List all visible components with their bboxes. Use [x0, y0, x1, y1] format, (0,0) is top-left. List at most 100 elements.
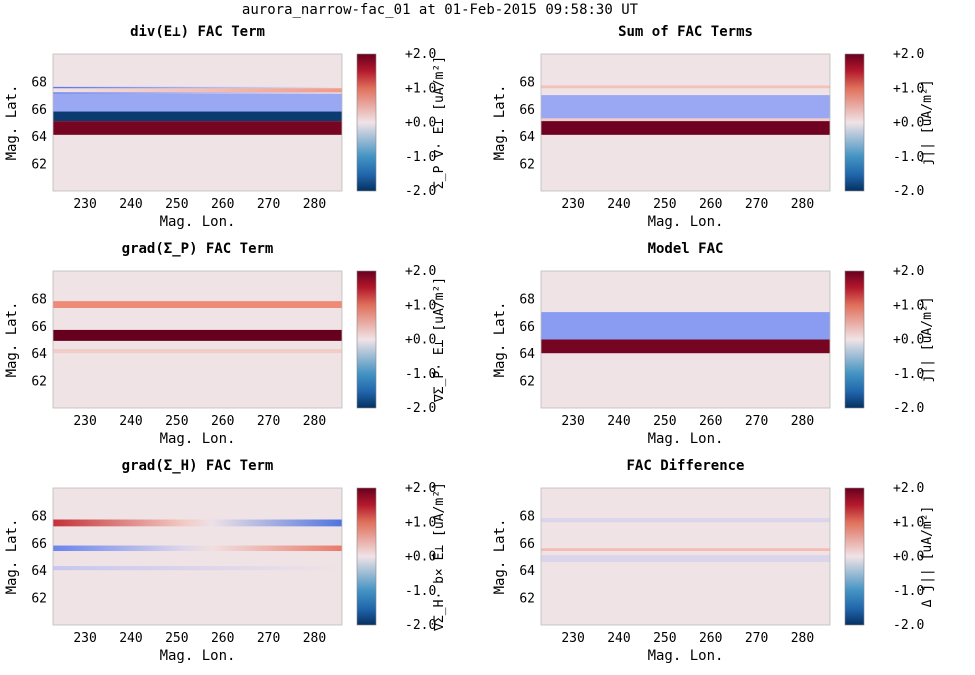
- y-tick-label: 66: [519, 320, 535, 335]
- panel-title: Model FAC: [648, 241, 724, 257]
- y-axis-label: Mag. Lat.: [4, 302, 20, 378]
- y-tick-label: 68: [31, 509, 47, 524]
- heatmap-band: [53, 329, 342, 341]
- colorbar-tick-label: +2.0: [405, 481, 436, 496]
- x-tick-label: 230: [73, 197, 96, 212]
- plot-frame: [52, 270, 343, 409]
- heatmap-band: [541, 312, 830, 340]
- heatmap-band: [541, 118, 830, 122]
- x-tick-label: 260: [699, 631, 722, 646]
- colorbar: [844, 487, 865, 626]
- colorbar-tick-label: +1.0: [893, 298, 924, 313]
- x-tick-label: 260: [211, 197, 234, 212]
- colorbar: [356, 270, 377, 409]
- x-axis-label: Mag. Lon.: [648, 431, 724, 447]
- heatmap-background: [53, 488, 342, 625]
- colorbar-tick-label: -1.0: [405, 150, 436, 165]
- y-axis-label: Mag. Lat.: [4, 519, 20, 595]
- x-tick-label: 230: [73, 414, 96, 429]
- x-tick-label: 250: [653, 414, 676, 429]
- x-tick-label: 270: [257, 631, 280, 646]
- x-tick-label: 240: [119, 631, 142, 646]
- colorbar-tick-label: -2.0: [405, 401, 436, 416]
- colorbar: [356, 53, 377, 192]
- y-tick-label: 62: [31, 375, 47, 390]
- colorbar-tick-label: +1.0: [893, 81, 924, 96]
- colorbar-tick-label: -1.0: [405, 584, 436, 599]
- colorbar-tick-label: +2.0: [405, 264, 436, 279]
- colorbar-tick-label: +0.0: [405, 550, 436, 565]
- x-tick-label: 260: [211, 631, 234, 646]
- y-tick-label: 62: [31, 158, 47, 173]
- x-tick-label: 270: [745, 631, 768, 646]
- colorbar-tick-label: +0.0: [405, 333, 436, 348]
- x-tick-label: 230: [561, 631, 584, 646]
- x-tick-label: 270: [745, 414, 768, 429]
- x-tick-label: 280: [791, 197, 814, 212]
- colorbar-tick-label: -2.0: [893, 401, 924, 416]
- chart-panel-2: Sum of FAC Terms 230 240 250 260 270 280 62 64 66…: [492, 24, 935, 230]
- heatmap-band: [53, 519, 342, 527]
- colorbar: [844, 270, 865, 409]
- y-tick-label: 62: [519, 375, 535, 390]
- chart-panel-5: grad(Σ_H) FAC Term 230 240 250 260 270 280 62 64…: [4, 458, 447, 664]
- heatmap-band: [53, 121, 342, 135]
- y-tick-label: 66: [519, 537, 535, 552]
- colorbar-tick-label: +2.0: [405, 47, 436, 62]
- x-tick-label: 240: [119, 197, 142, 212]
- colorbar-tick-label: -1.0: [893, 584, 924, 599]
- y-axis-label: Mag. Lat.: [492, 302, 508, 378]
- x-tick-label: 250: [165, 197, 188, 212]
- colorbar-tick-label: +0.0: [893, 333, 924, 348]
- colorbar-tick-label: -2.0: [893, 618, 924, 633]
- colorbar-tick-label: -1.0: [893, 150, 924, 165]
- y-tick-label: 64: [31, 130, 47, 145]
- y-axis-label: Mag. Lat.: [4, 85, 20, 161]
- y-tick-label: 66: [31, 103, 47, 118]
- heatmap-band: [53, 93, 342, 112]
- heatmap-band: [541, 555, 830, 562]
- heatmap-band: [53, 566, 342, 571]
- chart-panel-4: Model FAC 230 240 250 260 270 280 62 64 66 68 Mag. …: [492, 241, 935, 447]
- colorbar-tick-label: -1.0: [405, 367, 436, 382]
- x-tick-label: 270: [745, 197, 768, 212]
- x-tick-label: 250: [165, 414, 188, 429]
- panel-title: grad(Σ_H) FAC Term: [122, 458, 274, 474]
- x-tick-label: 240: [607, 631, 630, 646]
- x-tick-label: 280: [791, 631, 814, 646]
- x-tick-label: 250: [653, 631, 676, 646]
- x-tick-label: 240: [119, 414, 142, 429]
- x-tick-label: 250: [165, 631, 188, 646]
- colorbar-tick-label: -2.0: [405, 184, 436, 199]
- x-axis-label: Mag. Lon.: [160, 648, 236, 664]
- panel-title: div(E⊥) FAC Term: [130, 24, 265, 40]
- y-axis-label: Mag. Lat.: [492, 519, 508, 595]
- y-tick-label: 68: [31, 292, 47, 307]
- heatmap-band: [541, 339, 830, 354]
- colorbar-label: j|| [uA/m²]: [920, 296, 935, 382]
- colorbar-tick-label: +0.0: [405, 116, 436, 131]
- y-tick-label: 64: [519, 130, 535, 145]
- colorbar-tick-label: +1.0: [405, 81, 436, 96]
- heatmap-band: [541, 548, 830, 552]
- y-tick-label: 64: [519, 564, 535, 579]
- colorbar-tick-label: -1.0: [893, 367, 924, 382]
- x-axis-label: Mag. Lon.: [160, 214, 236, 230]
- heatmap-band: [53, 111, 342, 122]
- chart-panel-1: div(E⊥) FAC Term 230 240 250 260 270 280 62 64 66…: [4, 24, 447, 230]
- heatmap-band: [53, 88, 342, 93]
- colorbar-label: Σ_P ∇· E⊥ [uA/m²]: [432, 56, 447, 189]
- colorbar-tick-label: +1.0: [893, 515, 924, 530]
- x-tick-label: 260: [699, 197, 722, 212]
- y-tick-label: 62: [519, 158, 535, 173]
- plot-frame: [540, 487, 831, 626]
- x-tick-label: 280: [303, 414, 326, 429]
- x-axis-label: Mag. Lon.: [160, 431, 236, 447]
- x-tick-label: 240: [607, 414, 630, 429]
- heatmap-band: [53, 545, 342, 552]
- panel-title: FAC Difference: [626, 458, 744, 474]
- colorbar-tick-label: +1.0: [405, 298, 436, 313]
- y-tick-label: 64: [31, 564, 47, 579]
- x-tick-label: 280: [303, 631, 326, 646]
